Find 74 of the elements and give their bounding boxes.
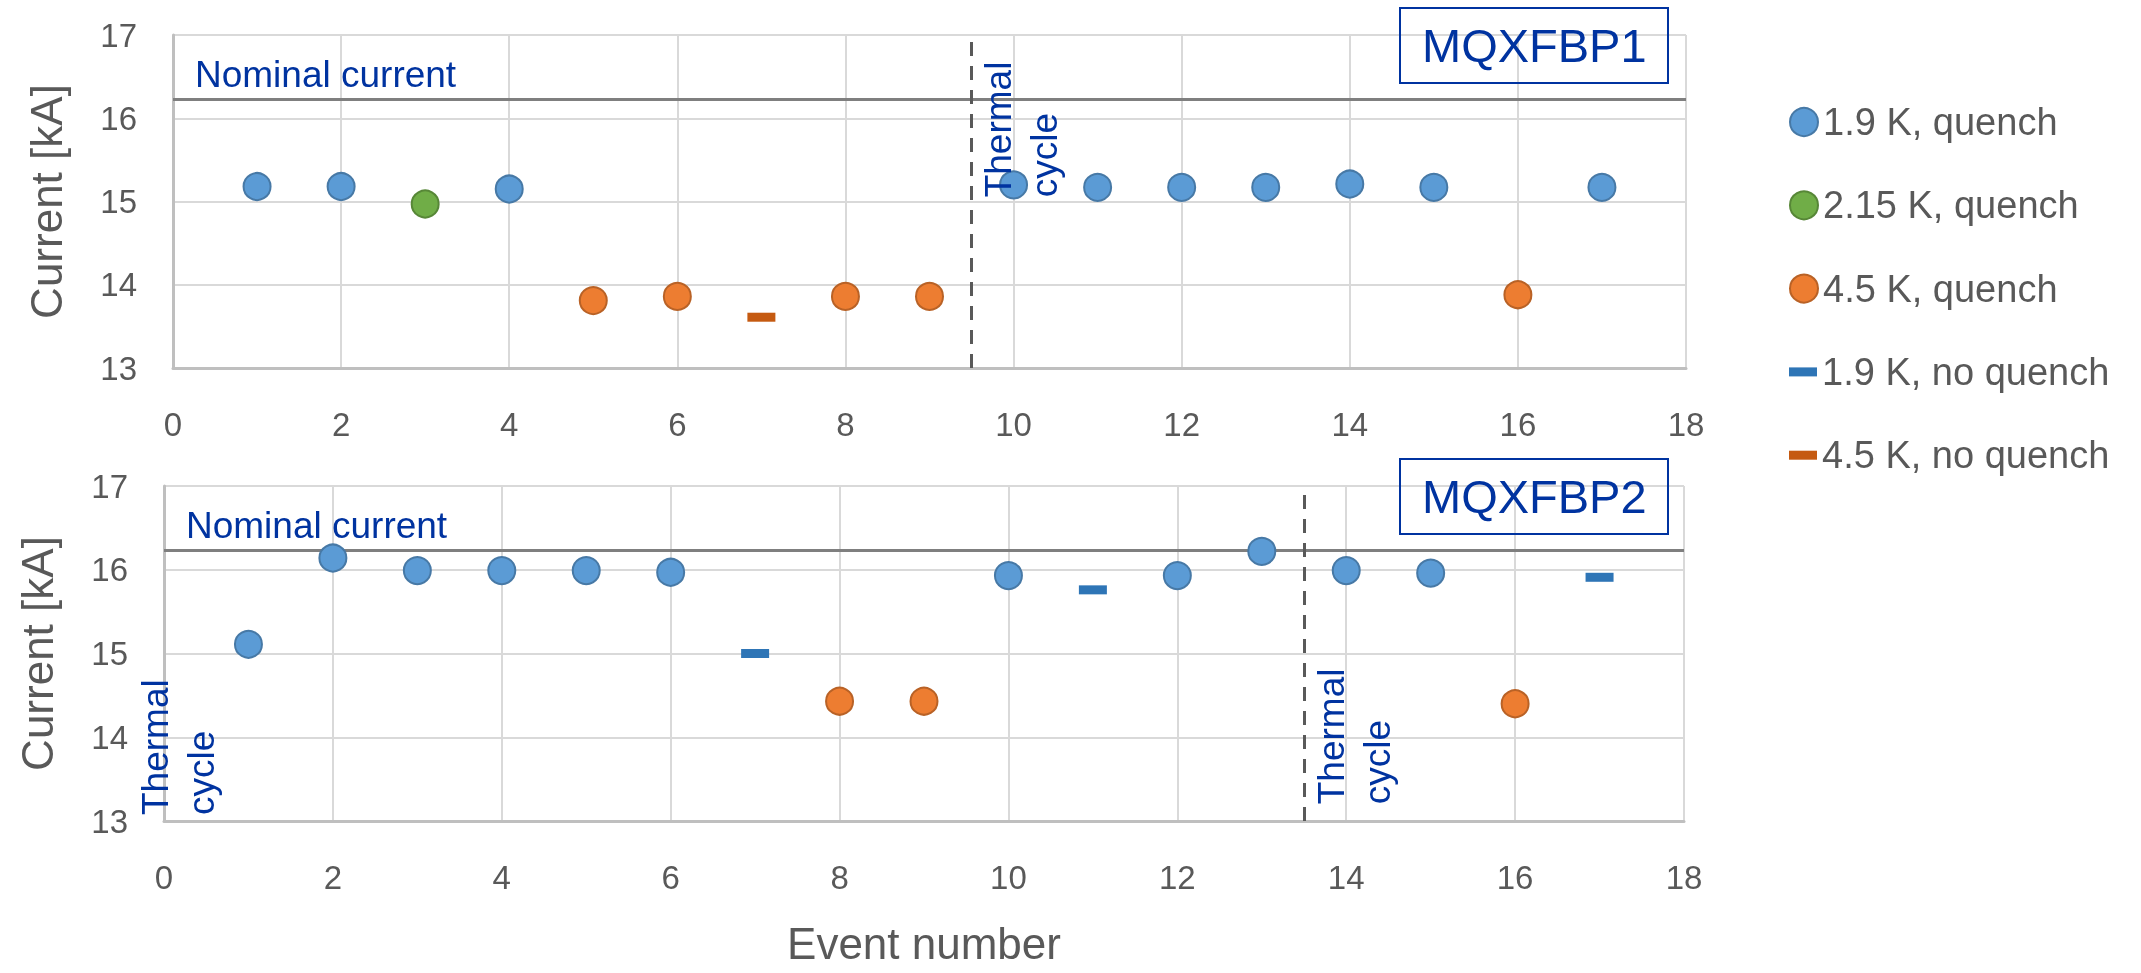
x-tick-label: 4 [500,406,519,443]
y-tick-label: 17 [100,16,137,54]
annotation: Thermal cycle [1310,668,1398,805]
legend-label: 1.9 K, no quench [1822,350,2110,393]
x-tick-label: 6 [668,406,687,443]
x-tick-label: 18 [1667,406,1705,443]
x-tick-label: 16 [1499,406,1537,443]
y-tick-label: 13 [100,349,137,387]
point [830,281,860,311]
x-tick-label: 2 [323,859,343,896]
point [993,561,1023,591]
point [1331,556,1361,586]
point [1247,536,1277,566]
legend-label: 4.5 K, quench [1823,267,2058,310]
legend-label: 1.9 K, quench [1823,101,2058,143]
annotation: Thermal cycle [978,61,1066,198]
y-axis-title: Current [kA] [12,536,62,771]
x-tick-label: 16 [1496,859,1534,896]
x-tick-label: 10 [990,859,1027,896]
point [410,189,440,219]
point [494,174,524,204]
annotation: Thermal cycle [134,679,222,815]
legend-label: 4.5 K, no quench [1822,434,2110,477]
point [233,629,263,659]
y-tick-label: 14 [91,718,128,756]
point [825,686,855,716]
point [1335,169,1365,199]
x-tick-label: 14 [1327,859,1365,896]
y-tick-label: 15 [100,183,137,220]
point [1162,561,1192,591]
point [242,172,272,202]
point [571,556,601,586]
point [1587,172,1617,202]
ref-line-label: Nominal current [195,54,457,96]
chart-title: MQXFBP2 [1422,470,1647,523]
point [915,281,944,311]
point [1503,280,1533,310]
y-tick-label: 15 [91,635,128,672]
x-tick-label: 6 [661,859,680,896]
point [1083,172,1113,202]
x-tick-label: 18 [1665,859,1703,896]
x-axis-title: Event number [787,918,1061,968]
point [578,286,608,316]
point [909,686,939,716]
x-tick-label: 8 [830,859,849,896]
x-tick-label: 0 [154,859,174,896]
x-tick-label: 14 [1331,406,1369,443]
y-tick-label: 13 [91,802,128,840]
x-tick-label: 0 [163,406,183,443]
y-axis-title: Current [kA] [21,84,71,319]
point [1419,172,1449,202]
y-tick-label: 16 [91,551,128,589]
point [1416,558,1446,588]
chart-title: MQXFBP1 [1422,19,1647,72]
point [1167,172,1197,202]
x-tick-label: 4 [492,859,511,896]
x-tick-label: 12 [1163,406,1201,443]
x-tick-label: 2 [331,406,351,443]
x-tick-label: 8 [836,406,855,443]
x-tick-label: 12 [1158,859,1196,896]
y-tick-label: 16 [100,99,137,137]
point [1500,689,1530,719]
point [1251,172,1281,202]
y-tick-label: 17 [91,467,128,505]
point [487,556,517,586]
x-tick-label: 10 [995,406,1032,443]
point [656,557,686,587]
point [318,543,348,573]
point [402,556,432,586]
ref-line-label: Nominal current [186,505,448,547]
legend-label: 2.15 K, quench [1823,184,2079,227]
point [326,172,356,202]
y-tick-label: 14 [100,266,137,304]
point [662,281,692,311]
